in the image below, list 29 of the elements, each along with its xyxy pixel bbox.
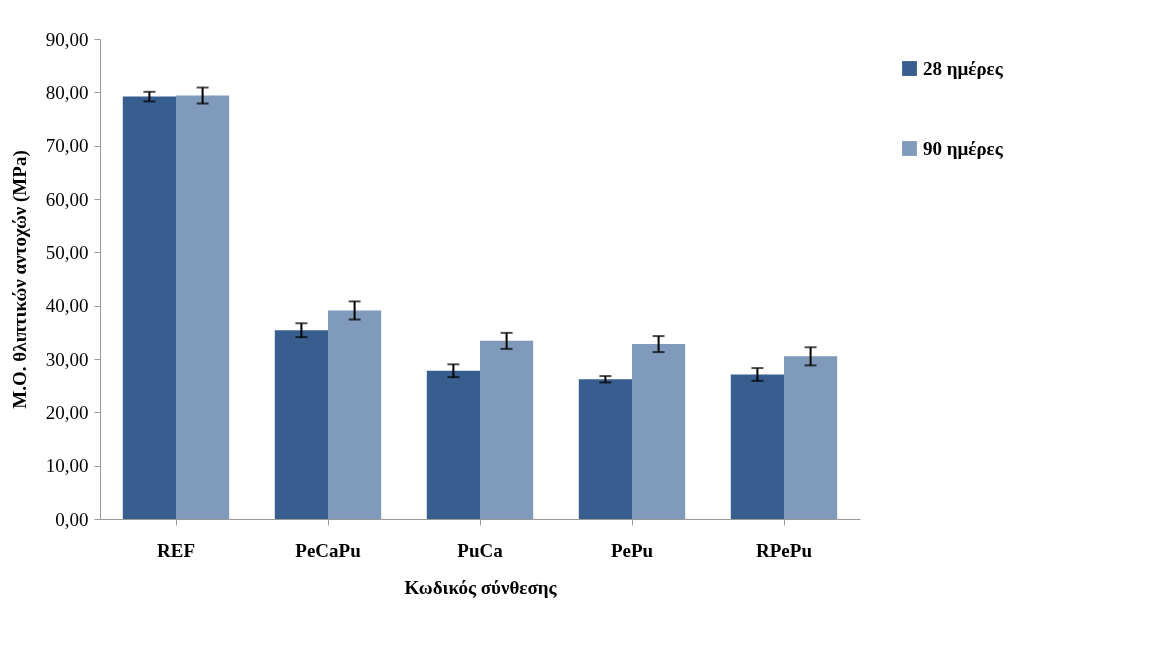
y-tick-label: 60,00 [45, 188, 89, 210]
y-tick-label: 70,00 [45, 135, 89, 157]
bar [426, 370, 480, 519]
bar [274, 330, 328, 519]
y-tick-label: 90,00 [45, 28, 89, 50]
y-tick-label: 30,00 [45, 348, 89, 370]
bar [480, 340, 534, 519]
legend-label: 90 ημέρες [923, 137, 1004, 159]
bar [632, 344, 686, 519]
x-tick-label: REF [157, 539, 195, 561]
x-tick-label: PeCaPu [295, 539, 362, 561]
bar [122, 96, 176, 519]
y-tick-label: 80,00 [45, 81, 89, 103]
bar [730, 374, 784, 519]
x-tick-label: RPePu [756, 539, 813, 561]
bar [578, 379, 632, 519]
x-tick-label: PePu [610, 539, 654, 561]
y-tick-label: 40,00 [45, 295, 89, 317]
bar [176, 95, 230, 519]
y-tick-label: 20,00 [45, 401, 89, 423]
bar [328, 310, 382, 519]
y-tick-label: 0,00 [55, 508, 89, 530]
y-tick-label: 50,00 [45, 241, 89, 263]
x-tick-label: PuCa [457, 539, 504, 561]
y-tick-label: 10,00 [45, 455, 89, 477]
y-axis-title: Μ.Ο. θλιπτικών αντοχών (MPa) [8, 150, 31, 409]
x-axis-title: Κωδικός σύνθεσης [404, 576, 558, 598]
legend-label: 28 ημέρες [923, 57, 1004, 79]
bar [784, 356, 838, 519]
